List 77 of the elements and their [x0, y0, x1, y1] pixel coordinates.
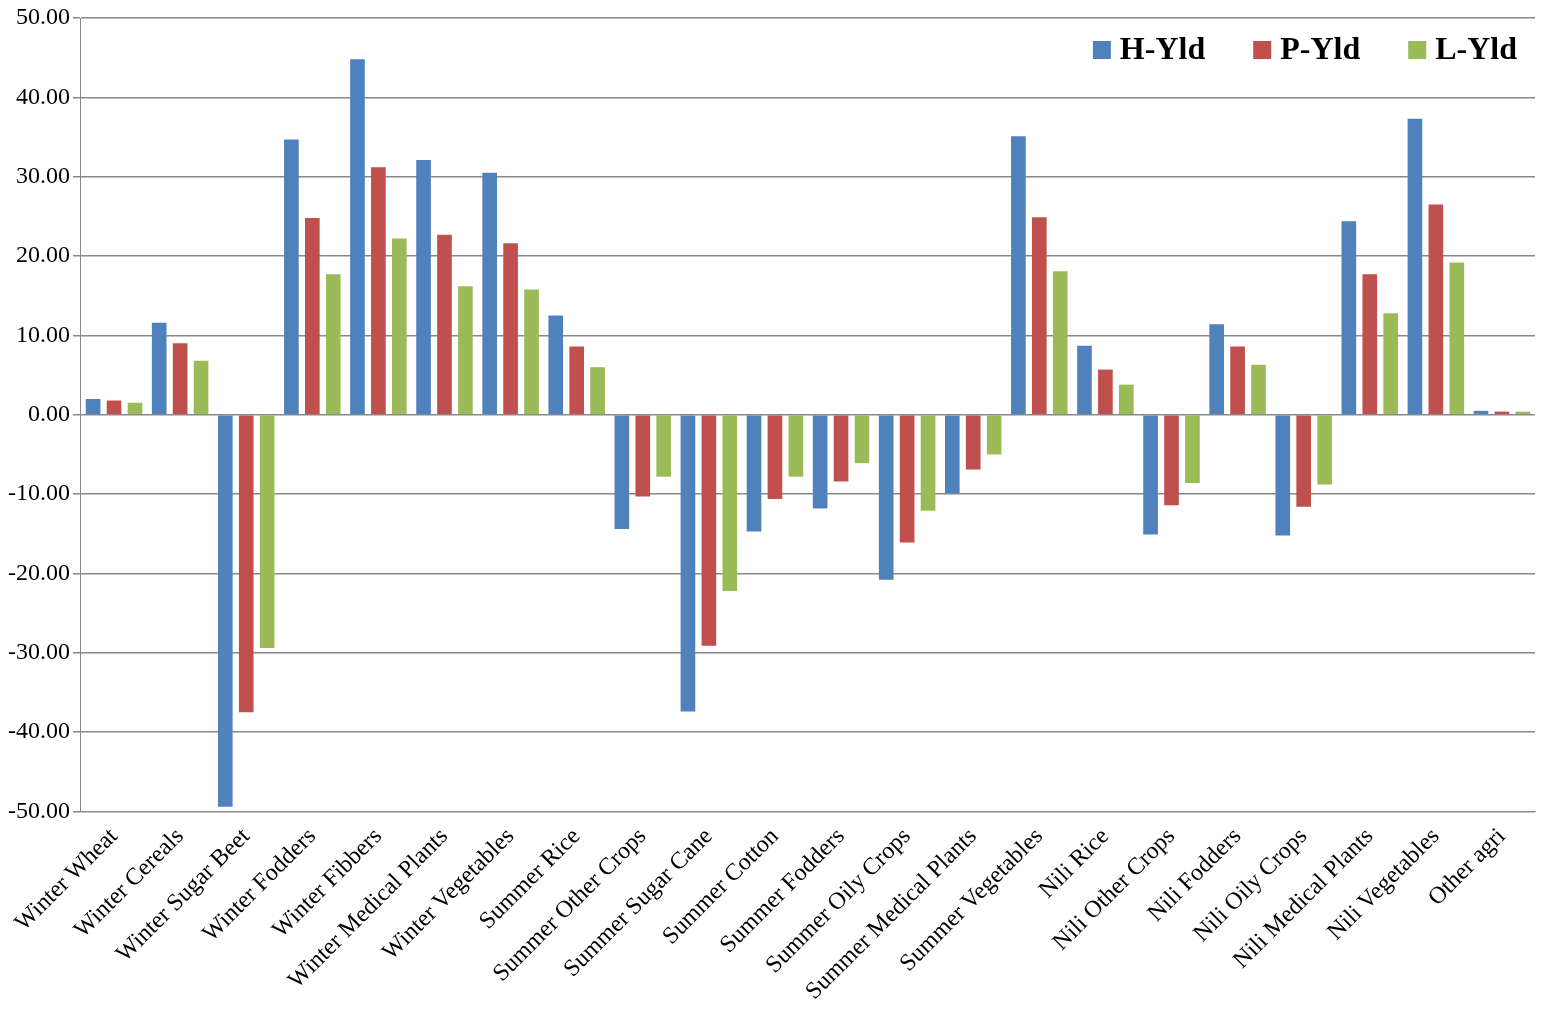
bar: [722, 415, 738, 591]
bar: [1098, 369, 1113, 415]
bar: [304, 217, 320, 415]
bar: [284, 139, 299, 415]
y-tick-label: -40.00: [7, 717, 70, 744]
bar: [151, 322, 167, 415]
bar: [85, 398, 101, 415]
bar: [680, 415, 696, 712]
bar: [392, 238, 407, 415]
bar: [437, 234, 452, 415]
bar: [193, 360, 209, 415]
bar: [590, 367, 605, 415]
y-tick-label: 50.00: [15, 3, 70, 30]
bar: [1407, 118, 1423, 415]
bar: [944, 415, 960, 494]
bar: [746, 415, 762, 532]
bar: [635, 415, 651, 497]
bar: [458, 286, 473, 415]
bar: [920, 415, 936, 511]
bar: [172, 343, 188, 415]
y-tick-label: -50.00: [7, 796, 70, 823]
bar: [238, 415, 254, 713]
bar: [965, 415, 981, 470]
bar: [416, 160, 431, 415]
bar: [482, 172, 497, 415]
y-tick-label: -10.00: [7, 479, 70, 506]
bar: [1230, 346, 1245, 415]
legend-label: P-Yld: [1280, 30, 1361, 67]
bar: [833, 415, 849, 482]
bar: [259, 415, 275, 649]
y-tick-label: -30.00: [7, 638, 70, 665]
bar: [1119, 384, 1134, 415]
bar: [656, 415, 672, 477]
y-tick-label: 0.00: [27, 400, 70, 427]
bar: [1031, 217, 1047, 415]
bar: [371, 167, 386, 415]
bar: [1428, 204, 1444, 415]
bar: [106, 400, 122, 415]
bar: [1275, 415, 1291, 536]
bar: [325, 274, 341, 415]
y-tick-label: 30.00: [15, 162, 70, 189]
legend-label: H-Yld: [1119, 30, 1206, 67]
bar: [878, 415, 894, 580]
bar: [1251, 364, 1266, 415]
bar: [548, 315, 564, 415]
bar: [524, 289, 539, 415]
bar: [788, 415, 804, 477]
bar: [1077, 345, 1092, 415]
bar: [350, 59, 365, 415]
bar: [701, 415, 717, 646]
bar: [1164, 415, 1179, 506]
bar: [614, 415, 630, 530]
bar: [854, 415, 870, 464]
y-tick-label: 20.00: [15, 241, 70, 268]
bar: [1383, 313, 1399, 415]
bar: [1143, 415, 1158, 535]
bar: [986, 415, 1002, 455]
bar: [217, 415, 233, 807]
bar: [569, 346, 584, 415]
bar: [1449, 262, 1465, 415]
bar: [127, 402, 143, 415]
y-tick-label: -20.00: [7, 558, 70, 585]
legend-label: L-Yld: [1435, 30, 1518, 67]
bar: [1209, 324, 1224, 415]
bar: [1362, 274, 1378, 415]
y-tick-label: 10.00: [15, 320, 70, 347]
bar: [503, 243, 518, 415]
bar: [1317, 415, 1332, 485]
bar: [767, 415, 783, 499]
bar: [1296, 415, 1312, 507]
bar: [1185, 415, 1200, 484]
y-tick-label: 40.00: [15, 82, 70, 109]
bar: [899, 415, 915, 543]
bar: [1011, 136, 1026, 415]
bar: [1341, 221, 1357, 415]
bar: [812, 415, 828, 509]
bar: [1052, 271, 1068, 415]
